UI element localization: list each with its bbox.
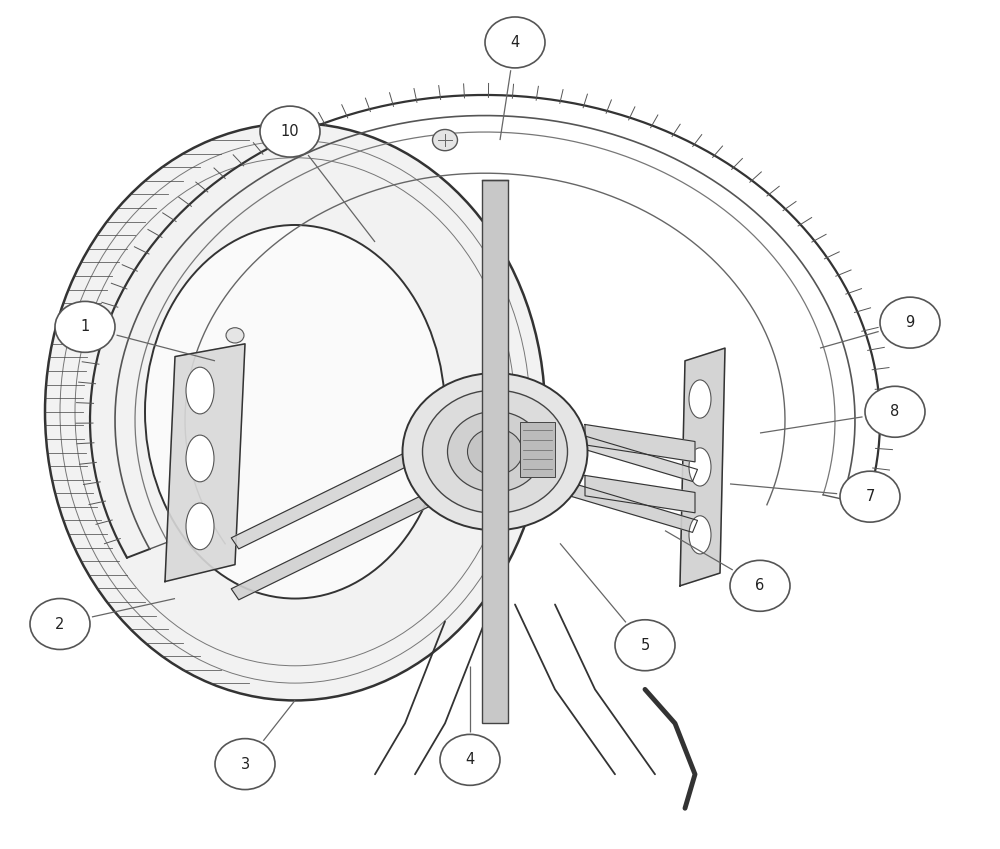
Ellipse shape [402,374,588,530]
Ellipse shape [689,515,711,554]
Polygon shape [585,424,695,462]
Ellipse shape [689,448,711,486]
Ellipse shape [45,123,545,700]
Ellipse shape [145,225,445,599]
Polygon shape [165,344,245,582]
Ellipse shape [422,391,568,513]
Circle shape [440,734,500,785]
Circle shape [55,301,115,352]
Circle shape [730,560,790,611]
Polygon shape [585,475,695,513]
Ellipse shape [186,367,214,414]
Circle shape [215,739,275,790]
Polygon shape [231,411,499,548]
Circle shape [260,106,320,157]
Bar [482,180,508,723]
Ellipse shape [689,380,711,419]
Text: 8: 8 [890,404,900,419]
Ellipse shape [186,435,214,482]
Text: 7: 7 [865,489,875,504]
Circle shape [880,297,940,348]
Circle shape [30,599,90,649]
Ellipse shape [226,328,244,343]
Circle shape [865,386,925,437]
Ellipse shape [468,428,522,475]
Bar [520,422,555,477]
Circle shape [840,471,900,522]
Ellipse shape [186,503,214,550]
Text: 1: 1 [80,319,90,335]
Polygon shape [493,461,697,532]
Ellipse shape [432,130,458,151]
Text: 5: 5 [640,638,650,653]
Polygon shape [680,348,725,586]
Text: 4: 4 [510,35,520,50]
Polygon shape [493,410,697,481]
Text: 3: 3 [240,756,250,772]
Text: 9: 9 [905,315,915,330]
Text: 6: 6 [755,578,765,593]
Text: 4: 4 [465,752,475,767]
Text: 2: 2 [55,616,65,632]
Text: 10: 10 [281,124,299,139]
Ellipse shape [448,412,542,492]
Circle shape [615,620,675,671]
Circle shape [485,17,545,68]
Polygon shape [231,462,499,599]
